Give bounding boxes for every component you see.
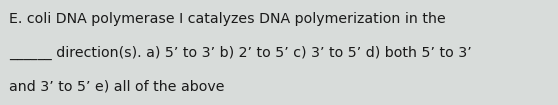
Text: ______ direction(s). a) 5’ to 3’ b) 2’ to 5’ c) 3’ to 5’ d) both 5’ to 3’: ______ direction(s). a) 5’ to 3’ b) 2’ t…	[9, 45, 472, 60]
Text: E. coli DNA polymerase I catalyzes DNA polymerization in the: E. coli DNA polymerase I catalyzes DNA p…	[9, 12, 446, 26]
Text: and 3’ to 5’ e) all of the above: and 3’ to 5’ e) all of the above	[9, 79, 224, 93]
